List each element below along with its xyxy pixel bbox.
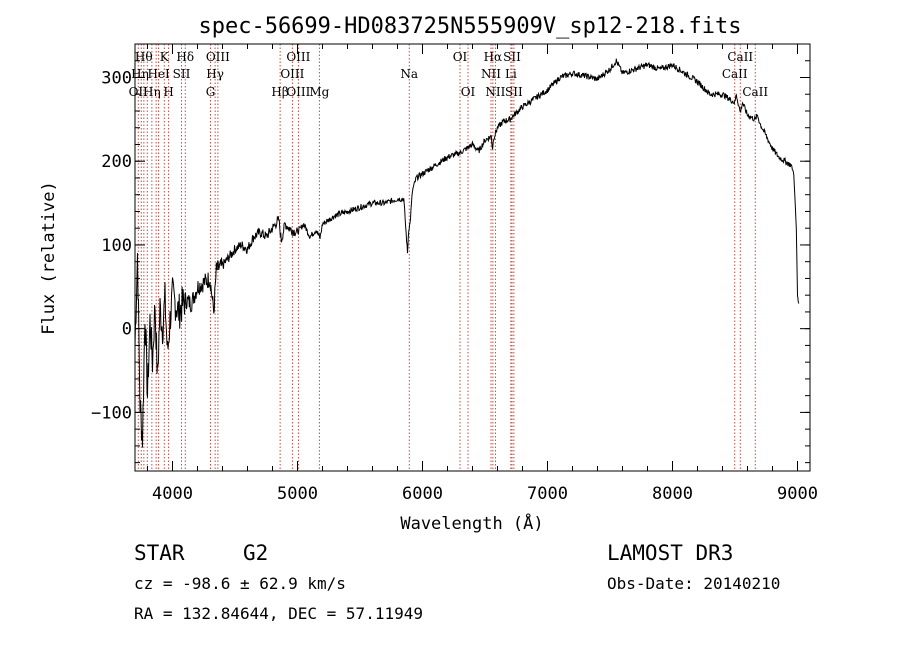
spectral-line-label: OI: [453, 50, 468, 64]
spectral-line-label: OIII: [286, 50, 310, 64]
chart-title: spec-56699-HD083725N555909V_sp12-218.fit…: [198, 14, 741, 39]
spectral-line-label: Hη: [143, 85, 161, 99]
y-tick-label: 100: [101, 236, 132, 256]
spectral-line-label: Hβ: [271, 85, 288, 99]
spectral-line-label: Na: [400, 67, 418, 81]
spectral-line-label: Hγ: [206, 67, 224, 81]
x-axis-label: Wavelength (Å): [400, 512, 543, 534]
object-subclass: G2: [243, 541, 268, 565]
spectral-line-label: OIII: [286, 85, 310, 99]
x-tick-label: 7000: [527, 484, 568, 504]
observation-date: Obs-Date: 20140210: [607, 574, 780, 593]
spectrum-line: [134, 58, 800, 448]
y-tick-label: 0: [122, 320, 132, 340]
spectral-line-label: OII: [129, 85, 149, 99]
spectral-line-label: G: [206, 85, 216, 99]
x-tick-label: 4000: [152, 484, 193, 504]
ra-dec-coordinates: RA = 132.84644, DEC = 57.11949: [134, 604, 423, 623]
spectral-line-label: NII: [481, 67, 501, 81]
spectral-line-label: NII: [485, 85, 505, 99]
spectral-line-label: K: [160, 50, 170, 64]
spectral-line-label: Mg: [309, 85, 329, 99]
spectral-line-label: Hα: [484, 50, 503, 64]
spectral-line-label: Hθ: [135, 50, 153, 64]
spectral-line-label: HeI: [147, 67, 170, 81]
spectral-line-label: SII: [505, 85, 523, 99]
survey-name: LAMOST DR3: [607, 541, 733, 565]
spectral-line-label: Hη: [131, 67, 149, 81]
redshift-cz: cz = -98.6 ± 62.9 km/s: [134, 574, 346, 593]
spectral-line-label: SII: [503, 50, 521, 64]
x-tick-label: 9000: [777, 484, 818, 504]
y-tick-label: 300: [101, 68, 132, 88]
spectral-line-label: Hδ: [176, 50, 194, 64]
axis-ticks: 4000 5000 6000 7000 8000 9000 −100 0 100 200 300: [91, 43, 818, 504]
spectral-line-label: CaII: [722, 67, 748, 81]
spectral-line-label: Li: [505, 67, 517, 81]
spectral-line-label: OI: [461, 85, 476, 99]
spectral-line-label: CaII: [742, 85, 768, 99]
object-class: STAR: [134, 541, 185, 565]
y-tick-label: 200: [101, 152, 132, 172]
spectral-line-label: SII: [173, 67, 191, 81]
spectral-line-label: OIII: [280, 67, 304, 81]
spectral-line-label: CaII: [727, 50, 753, 64]
x-tick-label: 8000: [652, 484, 693, 504]
x-tick-label: 5000: [277, 484, 318, 504]
y-tick-label: −100: [91, 403, 132, 423]
plot-frame: [134, 43, 811, 472]
spectral-line-label: OIII: [206, 50, 230, 64]
y-axis-label: Flux (relative): [39, 181, 59, 335]
x-tick-label: 6000: [402, 484, 443, 504]
spectral-line-label: H: [163, 85, 173, 99]
spectrum-trace: [134, 58, 800, 448]
